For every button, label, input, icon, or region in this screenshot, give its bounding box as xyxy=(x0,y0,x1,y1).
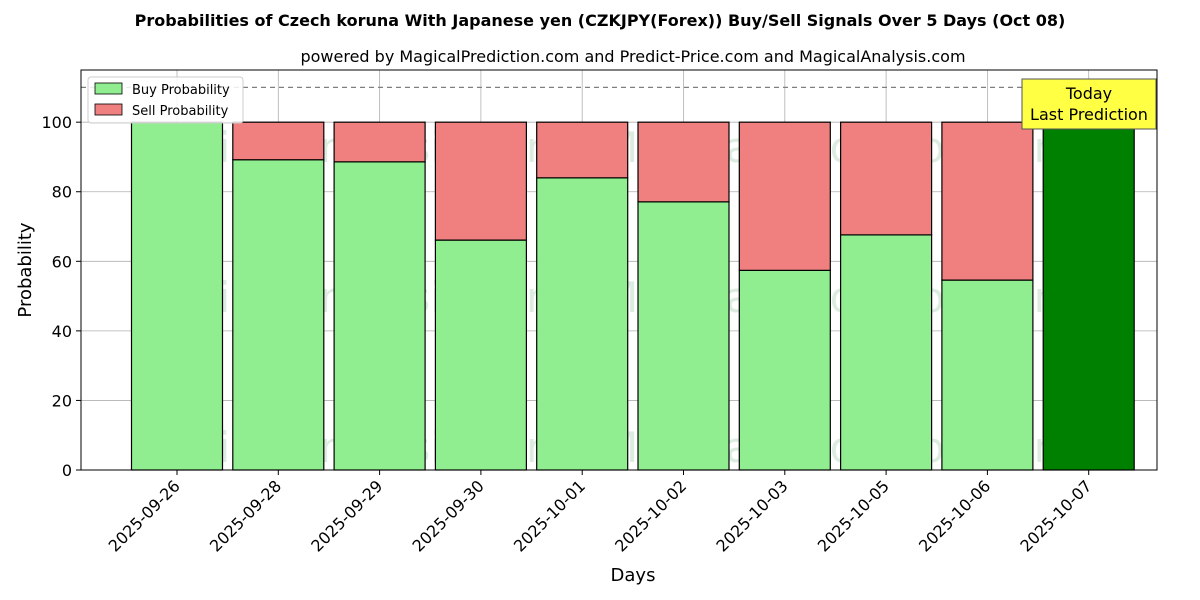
x-tick-label-2025-10-03: 2025-10-03 xyxy=(712,476,791,555)
legend-frame xyxy=(87,76,244,124)
bar-sell-2025-10-06 xyxy=(941,121,1034,281)
chart-title: Probabilities of Czech koruna With Japan… xyxy=(135,11,1066,30)
bar-buy-2025-10-06 xyxy=(941,279,1034,471)
x-tick-label-2025-09-26: 2025-09-26 xyxy=(105,476,184,555)
bar-buy-2025-10-07 xyxy=(1042,121,1135,471)
x-tick-label-2025-09-29: 2025-09-29 xyxy=(307,476,386,555)
x-tick-label-2025-10-02: 2025-10-02 xyxy=(611,476,690,555)
x-tick-label-2025-10-01: 2025-10-01 xyxy=(510,476,589,555)
x-tick-label-2025-09-28: 2025-09-28 xyxy=(206,476,285,555)
legend-swatch-sell xyxy=(94,103,123,116)
legend-label-sell: Sell Probability xyxy=(132,104,229,119)
x-tick-label-2025-09-30: 2025-09-30 xyxy=(409,476,488,555)
bar-buy-2025-10-03 xyxy=(738,269,831,471)
x-tick-label-2025-10-07: 2025-10-07 xyxy=(1016,476,1095,555)
bars xyxy=(130,121,1135,471)
y-axis-ticks: 0 20 40 60 80 100 xyxy=(41,113,81,480)
legend: Buy Probability Sell Probability xyxy=(87,76,244,124)
bar-sell-2025-10-05 xyxy=(839,121,933,236)
legend-swatch-buy xyxy=(94,82,123,95)
x-axis-ticks: 2025-09-26 2025-09-28 2025-09-29 2025-09-30… xyxy=(105,470,1096,556)
bar-sell-2025-09-29 xyxy=(333,121,426,163)
x-tick-label-2025-10-05: 2025-10-05 xyxy=(814,476,893,555)
legend-label-buy: Buy Probability xyxy=(132,83,230,98)
annotation-box xyxy=(1021,78,1157,130)
bar-buy-2025-10-01 xyxy=(536,177,629,471)
bar-buy-2025-10-05 xyxy=(839,234,933,471)
plot-frame xyxy=(80,69,1158,471)
bar-sell-2025-10-01 xyxy=(536,121,629,179)
annotation-line-2: Last Prediction xyxy=(1030,105,1148,124)
y-axis-label: Probability xyxy=(15,222,36,317)
y-tick-label-100: 100 xyxy=(41,113,72,132)
y-tick-label-80: 80 xyxy=(52,183,72,202)
bar-sell-2025-09-30 xyxy=(434,121,527,241)
today-annotation: Today Last Prediction xyxy=(1021,78,1157,130)
bar-sell-2025-10-03 xyxy=(738,121,831,271)
bar-buy-2025-09-26 xyxy=(130,121,224,471)
y-tick-label-20: 20 xyxy=(52,391,72,410)
bar-buy-2025-09-30 xyxy=(434,239,527,471)
x-tick-label-2025-10-06: 2025-10-06 xyxy=(915,476,994,555)
bar-buy-2025-09-29 xyxy=(333,161,426,471)
bar-sell-2025-10-02 xyxy=(637,121,730,203)
y-tick-label-60: 60 xyxy=(52,252,72,271)
x-axis-label: Days xyxy=(611,565,656,586)
chart-subtitle: powered by MagicalPrediction.com and Pre… xyxy=(300,47,965,66)
bar-sell-2025-09-28 xyxy=(232,121,325,161)
y-tick-label-40: 40 xyxy=(52,322,72,341)
bar-buy-2025-09-28 xyxy=(232,159,325,471)
y-tick-label-0: 0 xyxy=(62,461,72,480)
annotation-line-1: Today xyxy=(1065,84,1112,103)
bar-buy-2025-10-02 xyxy=(637,201,730,471)
